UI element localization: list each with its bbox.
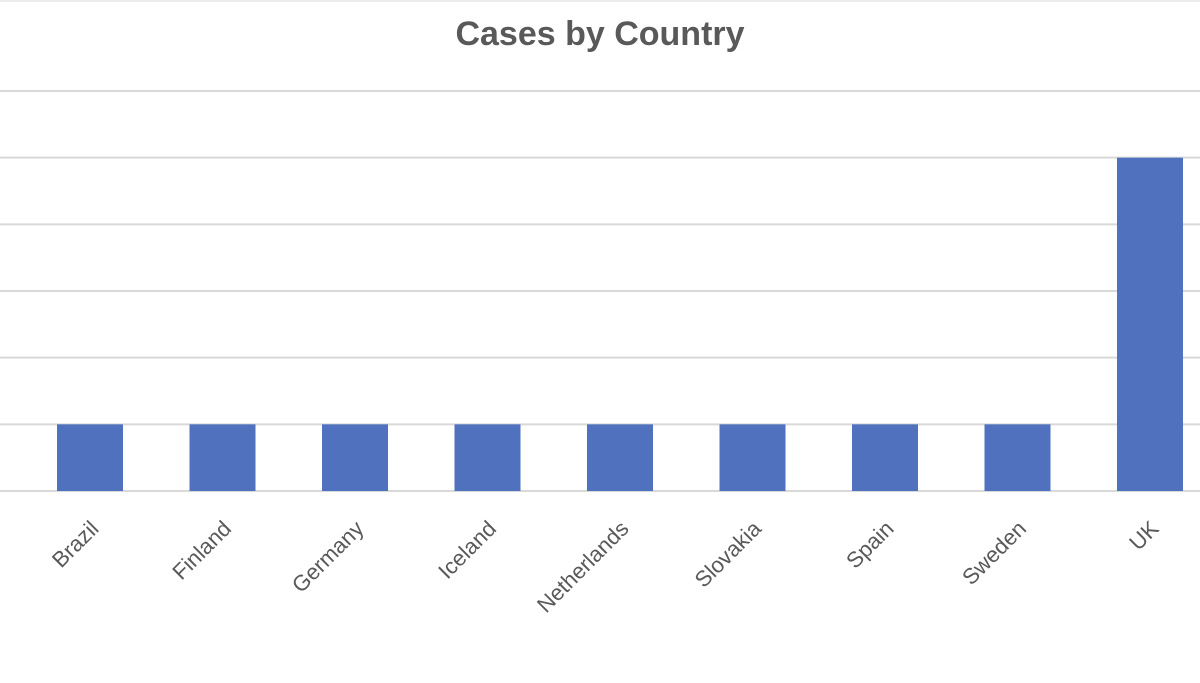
bar-finland [189,424,256,491]
x-tick-label-spain: Spain [841,516,898,573]
x-tick-label-sweden: Sweden [957,516,1031,590]
bar-netherlands [587,424,653,491]
bar-sweden [984,424,1051,491]
bar-spain [852,424,918,491]
chart-title: Cases by Country [455,15,744,53]
x-tick-label-iceland: Iceland [433,516,501,584]
bar-slovakia [719,424,786,491]
x-tick-label-brazil: Brazil [47,516,104,573]
bar-brazil [57,424,123,491]
x-tick-label-finland: Finland [167,516,236,585]
bars [57,157,1183,491]
x-tick-label-germany: Germany [287,516,369,598]
bar-uk [1117,157,1183,491]
bar-iceland [454,424,521,491]
x-tick-label-uk: UK [1124,516,1164,556]
x-tick-labels: Brazil Finland Germany Iceland Netherlands Sl… [47,515,1164,617]
bar-germany [322,424,388,491]
x-tick-label-slovakia: Slovakia [690,515,767,592]
x-tick-label-netherlands: Netherlands [532,516,634,618]
